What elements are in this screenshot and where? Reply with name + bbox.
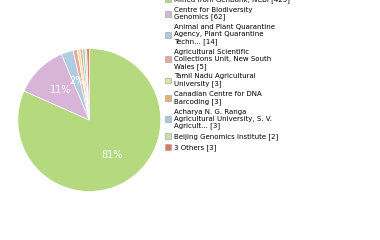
- Text: 2%: 2%: [69, 76, 84, 86]
- Wedge shape: [24, 54, 89, 120]
- Legend: Mined from GenBank, NCBI [423], Centre for Biodiversity
Genomics [62], Animal an: Mined from GenBank, NCBI [423], Centre f…: [165, 0, 291, 152]
- Wedge shape: [77, 49, 89, 120]
- Wedge shape: [18, 48, 161, 192]
- Text: 11%: 11%: [49, 85, 71, 96]
- Wedge shape: [85, 49, 89, 120]
- Text: 81%: 81%: [101, 150, 123, 160]
- Wedge shape: [80, 49, 89, 120]
- Wedge shape: [62, 50, 89, 120]
- Wedge shape: [87, 48, 89, 120]
- Wedge shape: [82, 49, 89, 120]
- Wedge shape: [73, 50, 89, 120]
